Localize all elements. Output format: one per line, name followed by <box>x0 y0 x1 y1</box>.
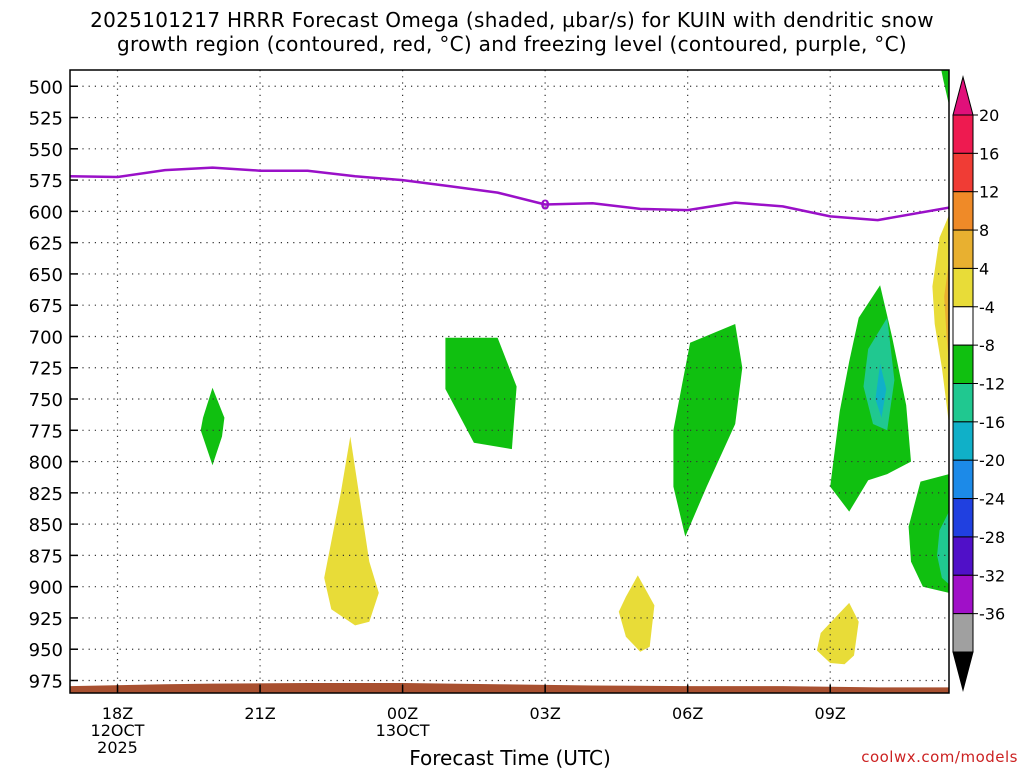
y-tick-label-625: 625 <box>29 234 63 255</box>
colorbar-label-7: -12 <box>979 375 1005 394</box>
colorbar-label-3: 8 <box>979 221 989 240</box>
y-tick-label-575: 575 <box>29 171 63 192</box>
colorbar-segment-5 <box>952 306 974 346</box>
colorbar-segment-4 <box>952 267 974 308</box>
omega-negative-4-8-b <box>445 337 517 450</box>
colorbar-label-10: -24 <box>979 490 1005 509</box>
y-tick-label-725: 725 <box>29 359 63 380</box>
colorbar-segment-6 <box>952 344 974 384</box>
y-tick-label-600: 600 <box>29 202 63 223</box>
omega-positive-4-8-c <box>816 602 859 665</box>
y-tick-label-950: 950 <box>29 640 63 661</box>
y-tick-label-925: 925 <box>29 609 63 630</box>
x-tick-label-9-0: 03Z <box>529 704 560 723</box>
colorbar-label-11: -28 <box>979 528 1005 547</box>
colorbar-segment-3 <box>952 229 974 269</box>
terrain-fill <box>70 683 949 693</box>
omega-negative-4-8-f <box>941 70 949 105</box>
colorbar-label-6: -8 <box>979 336 995 355</box>
omega-positive-8-12-a <box>944 261 949 364</box>
y-tick-label-750: 750 <box>29 390 63 411</box>
omega-negative-12-16-a <box>875 364 887 418</box>
y-tick-label-825: 825 <box>29 484 63 505</box>
omega-negative-8-12-b <box>937 511 949 585</box>
y-tick-label-500: 500 <box>29 77 63 98</box>
colorbar-segment-12 <box>952 574 974 615</box>
omega-negative-4-8-c <box>673 324 743 537</box>
x-tick-label-0-0: 18Z <box>102 704 133 723</box>
omega-negative-4-8-a <box>200 387 225 466</box>
colorbar-segment-8 <box>952 421 974 461</box>
colorbar-label-12: -32 <box>979 566 1005 585</box>
credit-link[interactable]: coolwx.com/models <box>861 748 1018 766</box>
colorbar-segment-0 <box>952 114 974 154</box>
y-tick-label-800: 800 <box>29 453 63 474</box>
x-tick-label-0-2: 2025 <box>97 738 138 757</box>
colorbar-label-1: 16 <box>979 144 999 163</box>
y-tick-label-900: 900 <box>29 578 63 599</box>
colorbar: 20 16 12 8 4 -4 -8 -12 -16 -20 -24 -28 -32 -36 <box>952 75 1005 692</box>
x-tick-label-6-0: 00Z <box>387 704 418 723</box>
colorbar-label-2: 12 <box>979 183 999 202</box>
chart-title-line-1: 2025101217 HRRR Forecast Omega (shaded, … <box>90 8 934 32</box>
colorbar-label-9: -20 <box>979 451 1005 470</box>
y-tick-label-525: 525 <box>29 109 63 130</box>
x-tick-label-3-0: 21Z <box>244 704 275 723</box>
x-axis-title: Forecast Time (UTC) <box>409 746 611 768</box>
y-tick-label-700: 700 <box>29 327 63 348</box>
y-tick-label-550: 550 <box>29 140 63 161</box>
y-tick-label-775: 775 <box>29 421 63 442</box>
colorbar-segment-7 <box>952 383 974 423</box>
freezing-level-line <box>70 166 949 222</box>
colorbar-segment-10 <box>952 498 974 538</box>
colorbar-segment-1 <box>952 152 974 193</box>
omega-positive-4-8-b <box>618 575 655 652</box>
colorbar-segment-11 <box>952 536 974 576</box>
plot-area: 0 <box>70 70 949 693</box>
x-tick-label-15-0: 09Z <box>815 704 846 723</box>
colorbar-label-13: -36 <box>979 605 1005 624</box>
colorbar-top-arrow <box>952 75 974 116</box>
colorbar-label-5: -4 <box>979 298 995 317</box>
colorbar-label-0: 20 <box>979 106 999 125</box>
colorbar-segment-13 <box>952 613 974 653</box>
chart-title-line-2: growth region (contoured, red, °C) and f… <box>117 32 907 56</box>
omega-positive-4-8-d <box>932 215 949 424</box>
y-tick-label-975: 975 <box>29 671 63 692</box>
colorbar-segment-9 <box>952 459 974 500</box>
freezing-level-label: 0 <box>541 198 550 213</box>
x-tick-label-6-1: 13OCT <box>376 721 430 740</box>
y-tick-label-675: 675 <box>29 296 63 317</box>
colorbar-bottom-arrow <box>952 651 974 692</box>
x-tick-label-0-1: 12OCT <box>91 721 145 740</box>
y-tick-label-650: 650 <box>29 265 63 286</box>
colorbar-label-8: -16 <box>979 413 1005 432</box>
y-tick-label-850: 850 <box>29 515 63 536</box>
colorbar-label-4: 4 <box>979 259 989 278</box>
colorbar-segment-2 <box>952 191 974 231</box>
plot-frame <box>69 69 950 694</box>
y-tick-label-875: 875 <box>29 546 63 567</box>
chart-title: 2025101217 HRRR Forecast Omega (shaded, … <box>0 8 1024 56</box>
x-tick-label-12-0: 06Z <box>672 704 703 723</box>
omega-positive-4-8-a <box>324 436 379 626</box>
